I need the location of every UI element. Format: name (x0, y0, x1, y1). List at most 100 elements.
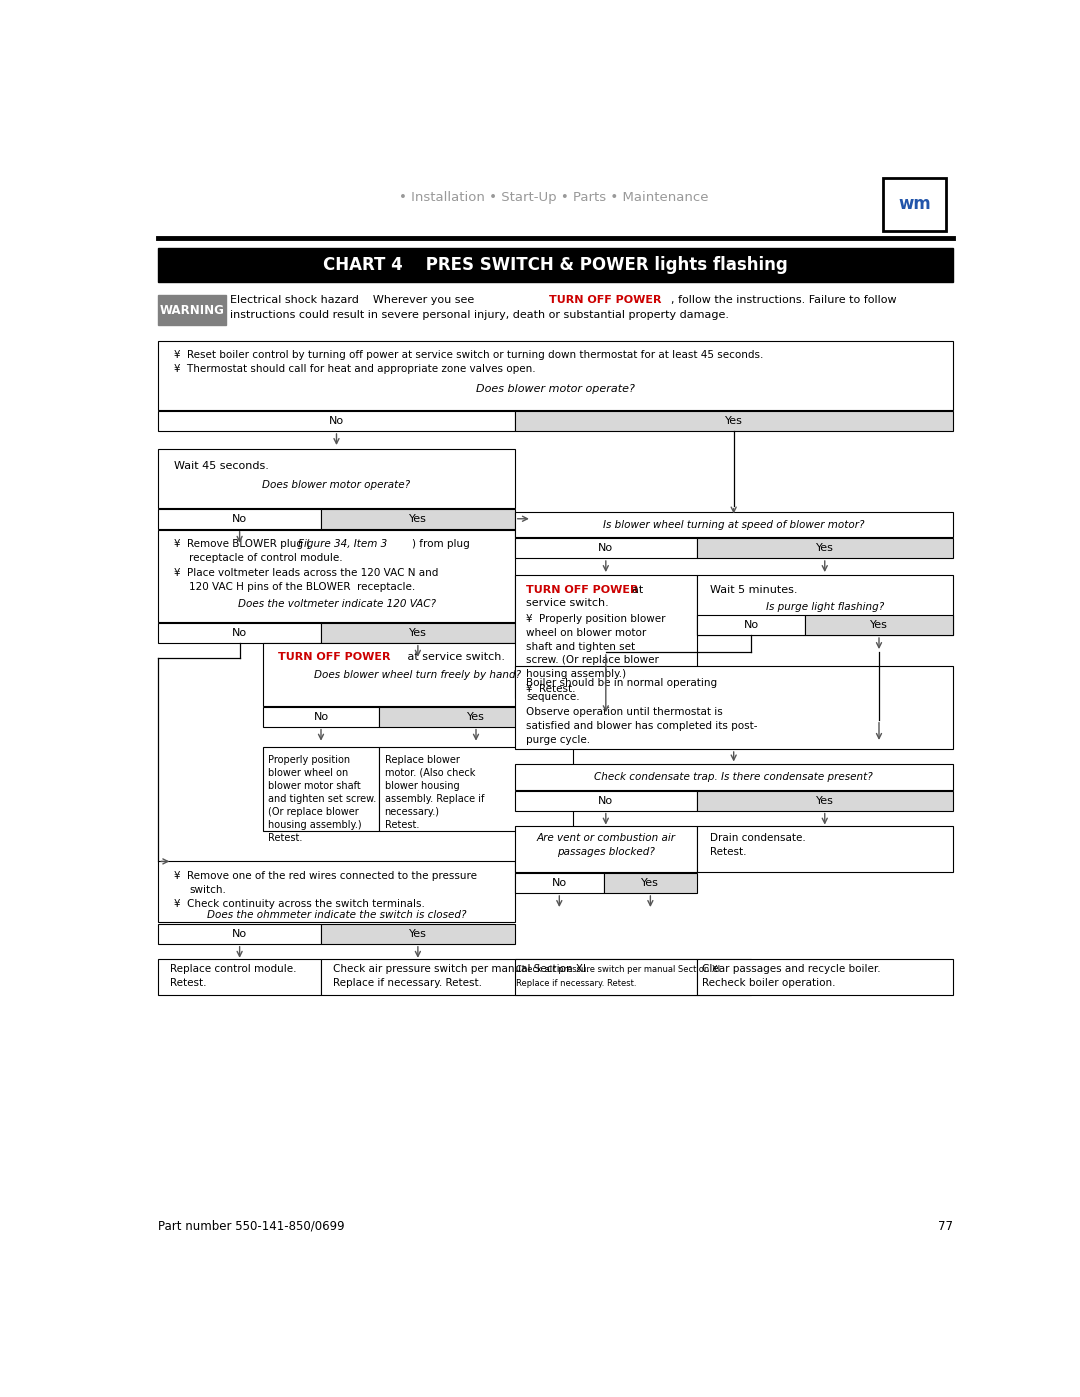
Text: blower housing: blower housing (384, 781, 459, 791)
Text: Properly position: Properly position (268, 754, 350, 764)
Text: No: No (598, 543, 613, 553)
FancyBboxPatch shape (515, 873, 604, 893)
Text: WARNING: WARNING (160, 303, 225, 317)
Text: ¥  Thermostat should call for heat and appropriate zone valves open.: ¥ Thermostat should call for heat and ap… (174, 363, 536, 373)
Text: TURN OFF POWER: TURN OFF POWER (279, 651, 391, 662)
FancyBboxPatch shape (379, 707, 572, 726)
Text: No: No (329, 416, 345, 426)
Text: Wait 5 minutes.: Wait 5 minutes. (710, 585, 797, 595)
Text: CHART 4    PRES SWITCH & POWER lights flashing: CHART 4 PRES SWITCH & POWER lights flash… (323, 256, 787, 274)
FancyBboxPatch shape (321, 923, 515, 944)
Text: Yes: Yes (409, 514, 427, 524)
FancyBboxPatch shape (697, 960, 953, 996)
Text: blower motor shaft: blower motor shaft (268, 781, 361, 791)
Text: Does blower wheel turn freely by hand?: Does blower wheel turn freely by hand? (314, 671, 522, 680)
Text: No: No (313, 711, 328, 722)
Text: receptacle of control module.: receptacle of control module. (189, 553, 342, 563)
Text: • Installation • Start-Up • Parts • Maintenance: • Installation • Start-Up • Parts • Main… (399, 191, 708, 204)
Text: instructions could result in severe personal injury, death or substantial proper: instructions could result in severe pers… (230, 310, 729, 320)
Text: Replace if necessary. Retest.: Replace if necessary. Retest. (333, 978, 482, 988)
Text: Replace blower: Replace blower (384, 754, 459, 764)
Text: Are vent or combustion air: Are vent or combustion air (537, 833, 675, 842)
FancyBboxPatch shape (321, 509, 515, 529)
Text: No: No (743, 620, 758, 630)
Text: motor. (Also check: motor. (Also check (384, 768, 475, 778)
Text: satisfied and blower has completed its post-: satisfied and blower has completed its p… (526, 721, 758, 731)
Text: ¥  Place voltmeter leads across the 120 VAC N and: ¥ Place voltmeter leads across the 120 V… (174, 569, 438, 578)
Text: Wait 45 seconds.: Wait 45 seconds. (174, 461, 269, 471)
Text: Observe operation until thermostat is: Observe operation until thermostat is (526, 707, 724, 717)
FancyBboxPatch shape (159, 295, 227, 326)
Text: Figure 34, Item 3: Figure 34, Item 3 (298, 539, 387, 549)
Text: Is blower wheel turning at speed of blower motor?: Is blower wheel turning at speed of blow… (603, 520, 864, 529)
Text: TURN OFF POWER: TURN OFF POWER (526, 584, 639, 595)
FancyBboxPatch shape (515, 576, 697, 698)
Text: ¥  Properly position blower: ¥ Properly position blower (526, 613, 666, 624)
Text: Yes: Yes (642, 877, 659, 888)
FancyBboxPatch shape (262, 746, 379, 831)
FancyBboxPatch shape (806, 615, 953, 636)
FancyBboxPatch shape (697, 615, 806, 636)
FancyBboxPatch shape (882, 179, 946, 231)
Text: , follow the instructions. Failure to follow: , follow the instructions. Failure to fo… (663, 295, 896, 305)
FancyBboxPatch shape (159, 448, 515, 509)
Text: Does the ohmmeter indicate the switch is closed?: Does the ohmmeter indicate the switch is… (206, 911, 467, 921)
Text: Does blower motor operate?: Does blower motor operate? (476, 384, 635, 394)
FancyBboxPatch shape (159, 411, 515, 432)
FancyBboxPatch shape (515, 666, 953, 749)
FancyBboxPatch shape (697, 576, 953, 636)
FancyBboxPatch shape (515, 764, 953, 789)
Text: ¥  Retest.: ¥ Retest. (526, 685, 576, 694)
Text: Clear passages and recycle boiler.: Clear passages and recycle boiler. (702, 964, 881, 974)
Text: Electrical shock hazard    Wherever you see: Electrical shock hazard Wherever you see (230, 295, 481, 305)
Text: Retest.: Retest. (384, 820, 419, 830)
FancyBboxPatch shape (262, 643, 572, 705)
Text: ¥  Check continuity across the switch terminals.: ¥ Check continuity across the switch ter… (174, 898, 424, 909)
Text: Boiler should be in normal operating: Boiler should be in normal operating (526, 678, 717, 687)
Text: No: No (232, 627, 247, 637)
Text: passages blocked?: passages blocked? (557, 847, 654, 858)
FancyBboxPatch shape (159, 249, 953, 282)
Text: service switch.: service switch. (526, 598, 609, 609)
Text: Yes: Yes (815, 543, 834, 553)
FancyBboxPatch shape (159, 960, 321, 996)
Text: (Or replace blower: (Or replace blower (268, 807, 359, 817)
Text: wheel on blower motor: wheel on blower motor (526, 627, 647, 637)
Text: sequence.: sequence. (526, 692, 580, 701)
Text: ¥  Remove BLOWER plug (: ¥ Remove BLOWER plug ( (174, 539, 310, 549)
FancyBboxPatch shape (697, 791, 953, 810)
Text: Recheck boiler operation.: Recheck boiler operation. (702, 978, 836, 988)
FancyBboxPatch shape (159, 862, 515, 922)
Text: switch.: switch. (189, 884, 226, 895)
Text: ¥  Reset boiler control by turning off power at service switch or turning down t: ¥ Reset boiler control by turning off po… (174, 349, 764, 360)
Text: Is purge light flashing?: Is purge light flashing? (766, 602, 883, 612)
Text: Yes: Yes (409, 627, 427, 637)
Text: Retest.: Retest. (170, 978, 206, 988)
Text: Check condensate trap. Is there condensate present?: Check condensate trap. Is there condensa… (594, 773, 873, 782)
Text: necessary.): necessary.) (384, 807, 440, 817)
Text: Drain condensate.: Drain condensate. (710, 833, 806, 842)
Text: 77: 77 (937, 1220, 953, 1234)
FancyBboxPatch shape (321, 960, 751, 996)
Text: Yes: Yes (409, 929, 427, 939)
Text: Does the voltmeter indicate 120 VAC?: Does the voltmeter indicate 120 VAC? (238, 599, 435, 609)
FancyBboxPatch shape (321, 623, 515, 643)
FancyBboxPatch shape (159, 341, 953, 411)
FancyBboxPatch shape (379, 746, 572, 831)
FancyBboxPatch shape (159, 529, 515, 622)
Text: Yes: Yes (815, 795, 834, 806)
Text: screw. (Or replace blower: screw. (Or replace blower (526, 655, 659, 665)
Text: Yes: Yes (725, 416, 743, 426)
FancyBboxPatch shape (604, 873, 697, 893)
FancyBboxPatch shape (515, 411, 953, 432)
FancyBboxPatch shape (515, 960, 697, 996)
FancyBboxPatch shape (515, 791, 697, 810)
Text: Yes: Yes (870, 620, 888, 630)
Text: wm: wm (899, 194, 931, 212)
Text: No: No (598, 795, 613, 806)
Text: 120 VAC H pins of the BLOWER  receptacle.: 120 VAC H pins of the BLOWER receptacle. (189, 583, 416, 592)
Text: at service switch.: at service switch. (397, 651, 505, 662)
Text: ¥  Remove one of the red wires connected to the pressure: ¥ Remove one of the red wires connected … (174, 872, 476, 882)
FancyBboxPatch shape (515, 826, 697, 872)
Text: assembly. Replace if: assembly. Replace if (384, 793, 484, 805)
